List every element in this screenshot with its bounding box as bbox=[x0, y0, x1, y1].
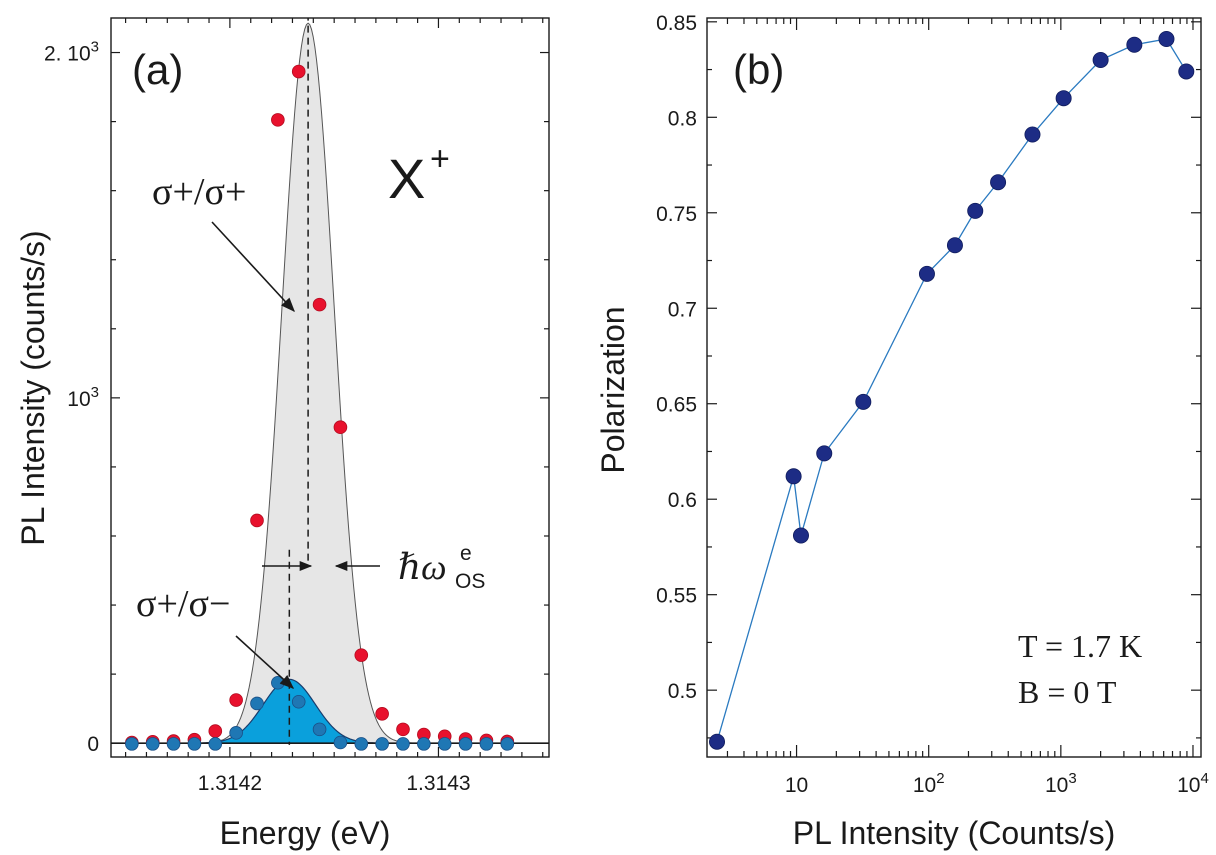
y-tick-label-b-2: 0.6 bbox=[668, 489, 697, 512]
point-cross-polarized-8 bbox=[291, 694, 306, 709]
x-axis-label-b: PL Intensity (Counts/s) bbox=[793, 815, 1116, 851]
y-tick-label-a-2: 2. 103 bbox=[44, 39, 99, 66]
point-polarization-2 bbox=[792, 527, 809, 544]
x-tick-label-b-2: 103 bbox=[1045, 770, 1077, 797]
point-polarization-13 bbox=[1158, 31, 1175, 48]
y-tick-label-b-5: 0.75 bbox=[656, 203, 697, 226]
label-cross-polarized: σ+/σ− bbox=[136, 583, 230, 625]
y-tick-label-a-1: 103 bbox=[67, 384, 99, 411]
point-co-polarized-10 bbox=[333, 420, 348, 435]
splitting-superscript: e bbox=[460, 542, 472, 565]
x-tick-label-b-0: 10 bbox=[785, 774, 808, 797]
y-tick-label-a-0: 0 bbox=[87, 733, 99, 756]
point-cross-polarized-6 bbox=[250, 696, 264, 711]
y-tick-label-b-4: 0.7 bbox=[668, 298, 697, 321]
point-co-polarized-7 bbox=[271, 113, 285, 127]
chart-title-a-superscript: + bbox=[430, 140, 450, 178]
point-cross-polarized-17 bbox=[479, 737, 494, 751]
point-polarization-0 bbox=[709, 733, 726, 750]
point-cross-polarized-3 bbox=[187, 737, 202, 751]
x-tick-label-a-0: 1.3142 bbox=[198, 772, 262, 795]
point-cross-polarized-14 bbox=[417, 737, 431, 751]
point-polarization-9 bbox=[1024, 126, 1041, 143]
plot-frame-a bbox=[110, 17, 550, 758]
arrow-cross-polarized bbox=[235, 635, 295, 689]
point-cross-polarized-4 bbox=[208, 737, 223, 751]
point-polarization-14 bbox=[1178, 63, 1195, 80]
point-polarization-10 bbox=[1055, 90, 1072, 107]
point-polarization-1 bbox=[785, 468, 802, 485]
point-cross-polarized-5 bbox=[229, 726, 243, 740]
panel-label-b: (b) bbox=[733, 46, 784, 93]
splitting-symbol: ℏω bbox=[398, 547, 447, 587]
point-co-polarized-8 bbox=[291, 64, 306, 79]
x-axis-label-a: Energy (eV) bbox=[220, 815, 391, 851]
point-cross-polarized-15 bbox=[437, 737, 452, 751]
splitting-subscript: OS bbox=[455, 570, 485, 593]
point-cross-polarized-18 bbox=[500, 737, 515, 751]
point-cross-polarized-1 bbox=[145, 737, 160, 751]
point-cross-polarized-0 bbox=[125, 737, 139, 751]
y-tick-label-b-7: 0.85 bbox=[656, 12, 697, 35]
panel-label-a: (a) bbox=[132, 46, 183, 93]
annotation-temperature: T = 1.7 K bbox=[1018, 628, 1142, 664]
x-tick-label-b-3: 104 bbox=[1177, 770, 1209, 797]
point-cross-polarized-9 bbox=[312, 722, 327, 737]
point-polarization-6 bbox=[946, 237, 963, 254]
point-polarization-12 bbox=[1126, 36, 1143, 53]
y-axis-label-b: Polarization bbox=[595, 306, 631, 473]
point-polarization-7 bbox=[967, 202, 984, 219]
point-cross-polarized-13 bbox=[396, 737, 410, 751]
point-cross-polarized-12 bbox=[375, 737, 389, 751]
point-polarization-8 bbox=[990, 174, 1007, 191]
arrow-co-polarized bbox=[211, 221, 295, 313]
panel-a: 0 103 2. 103 1.3142 1.3143 ℏω e OS σ+/σ+ σ+/… bbox=[15, 17, 550, 851]
point-polarization-11 bbox=[1092, 52, 1109, 69]
point-cross-polarized-2 bbox=[166, 737, 181, 751]
y-tick-label-b-0: 0.5 bbox=[668, 680, 697, 703]
annotation-field: B = 0 T bbox=[1018, 674, 1117, 710]
point-co-polarized-13 bbox=[396, 722, 410, 737]
plot-frame-b bbox=[706, 17, 1202, 758]
x-tick-label-a-1: 1.3143 bbox=[406, 772, 470, 795]
point-cross-polarized-10 bbox=[333, 735, 348, 750]
y-axis-label-a: PL Intensity (counts/s) bbox=[15, 230, 51, 545]
chart-title-a: X bbox=[388, 147, 425, 210]
point-cross-polarized-11 bbox=[354, 737, 369, 751]
y-tick-label-b-3: 0.65 bbox=[656, 394, 697, 417]
y-tick-label-b-1: 0.55 bbox=[656, 585, 697, 608]
point-polarization-5 bbox=[918, 265, 935, 282]
point-cross-polarized-16 bbox=[458, 737, 473, 751]
y-tick-label-b-6: 0.8 bbox=[668, 107, 697, 130]
point-polarization-4 bbox=[855, 393, 872, 410]
point-co-polarized-6 bbox=[250, 513, 264, 528]
point-co-polarized-12 bbox=[375, 707, 389, 721]
point-co-polarized-5 bbox=[229, 693, 243, 707]
point-co-polarized-4 bbox=[208, 724, 223, 738]
label-co-polarized: σ+/σ+ bbox=[152, 171, 246, 213]
point-co-polarized-11 bbox=[354, 648, 369, 662]
fit-curve-co-polarized bbox=[111, 22, 549, 744]
point-co-polarized-9 bbox=[312, 297, 327, 312]
point-polarization-3 bbox=[816, 445, 833, 462]
x-tick-label-b-1: 102 bbox=[913, 770, 945, 797]
